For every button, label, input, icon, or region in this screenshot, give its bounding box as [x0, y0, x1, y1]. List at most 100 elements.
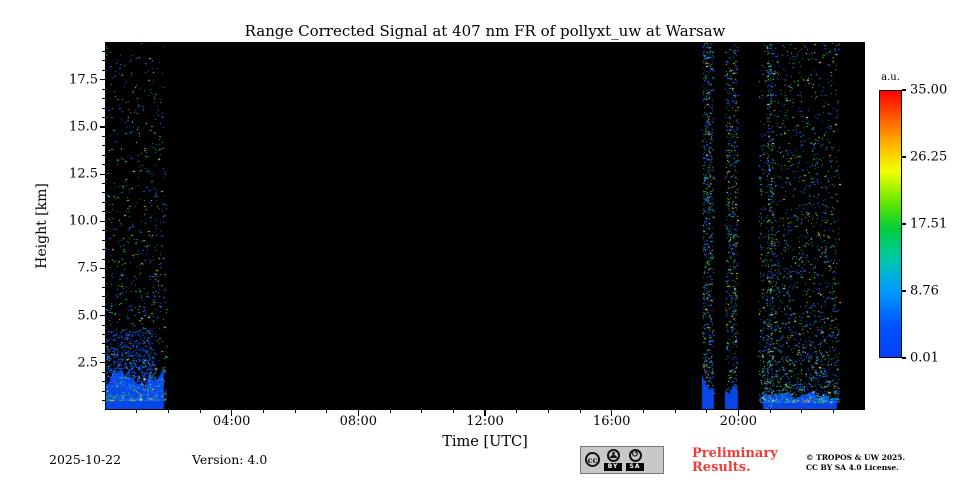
x-minor-tick [801, 410, 803, 413]
colorbar-tick-label: 0.01 [910, 350, 939, 366]
x-tick-label: 04:00 [212, 414, 251, 429]
y-minor-tick [102, 164, 105, 166]
y-minor-tick [102, 258, 105, 260]
x-tick-mark [737, 410, 739, 416]
cc-icon: cc [585, 452, 600, 467]
y-minor-tick [102, 154, 105, 156]
cc-icon-label: cc [587, 454, 598, 465]
y-minor-tick [102, 50, 105, 52]
y-tick-mark [99, 315, 105, 317]
x-minor-tick [167, 410, 169, 413]
sa-label: SA [626, 463, 644, 471]
y-tick-mark [99, 79, 105, 81]
x-minor-tick [674, 410, 676, 413]
x-tick-mark [484, 410, 486, 416]
colorbar-tick-mark [902, 89, 906, 91]
copyright-line-2: CC BY SA 4.0 License. [806, 462, 899, 472]
x-minor-tick [642, 410, 644, 413]
y-minor-tick [102, 249, 105, 251]
date-label: 2025-10-22 [49, 452, 122, 467]
x-tick-label: 16:00 [592, 414, 631, 429]
x-minor-tick [389, 410, 391, 413]
x-tick-label: 08:00 [339, 414, 378, 429]
colorbar [879, 90, 902, 358]
y-minor-tick [102, 69, 105, 71]
y-minor-tick [102, 211, 105, 213]
y-tick-label: 12.5 [69, 166, 98, 182]
copyright-note: © TROPOS & UW 2025. CC BY SA 4.0 License… [806, 453, 905, 472]
preliminary-line-1: Preliminary [692, 446, 778, 461]
x-minor-tick [769, 410, 771, 413]
colorbar-tick-mark [902, 357, 906, 359]
attribution-person-icon [606, 449, 620, 462]
y-minor-tick [102, 183, 105, 185]
y-tick-label: 10.0 [69, 213, 98, 229]
y-minor-tick [102, 352, 105, 354]
y-minor-tick [102, 381, 105, 383]
colorbar-tick-label: 8.76 [910, 283, 939, 299]
y-tick-mark [99, 126, 105, 128]
y-minor-tick [102, 286, 105, 288]
version-label: Version: 4.0 [192, 452, 268, 467]
x-axis-label: Time [UTC] [442, 434, 528, 450]
colorbar-tick-mark [902, 156, 906, 158]
y-axis-label: Height [km] [34, 183, 50, 269]
y-minor-tick [102, 390, 105, 392]
y-tick-label: 7.5 [77, 260, 98, 276]
colorbar-unit-label: a.u. [881, 72, 900, 83]
y-tick-label: 15.0 [69, 119, 98, 135]
x-minor-tick [452, 410, 454, 413]
colorbar-tick-mark [902, 223, 906, 225]
y-minor-tick [102, 107, 105, 109]
x-tick-label: 12:00 [466, 414, 504, 429]
y-tick-label: 17.5 [69, 72, 98, 88]
y-minor-tick [102, 201, 105, 203]
y-minor-tick [102, 145, 105, 147]
y-tick-label: 5.0 [77, 308, 98, 324]
cc-license-badge[interactable]: cc BY ↺ SA [580, 446, 664, 474]
y-minor-tick [102, 116, 105, 118]
x-minor-tick [516, 410, 518, 413]
y-tick-mark [99, 362, 105, 364]
y-minor-tick [102, 88, 105, 90]
y-minor-tick [102, 343, 105, 345]
colorbar-tick-label: 35.00 [910, 82, 948, 98]
y-minor-tick [102, 192, 105, 194]
y-minor-tick [102, 239, 105, 241]
copyright-line-1: © TROPOS & UW 2025. [806, 453, 906, 462]
colorbar-tick-label: 17.51 [910, 216, 948, 232]
y-minor-tick [102, 277, 105, 279]
x-minor-tick [199, 410, 201, 413]
y-minor-tick [102, 371, 105, 373]
y-tick-mark [99, 220, 105, 222]
preliminary-line-2: Results. [692, 460, 751, 475]
y-minor-tick [102, 230, 105, 232]
x-tick-mark [357, 410, 359, 416]
x-tick-mark [231, 410, 233, 416]
x-minor-tick [326, 410, 328, 413]
x-minor-tick [706, 410, 708, 413]
colorbar-tick-label: 26.25 [910, 149, 948, 165]
y-tick-mark [99, 267, 105, 270]
x-minor-tick [262, 410, 264, 413]
colorbar-tick-mark [902, 290, 906, 292]
y-minor-tick [102, 305, 105, 307]
x-minor-tick [547, 410, 549, 413]
x-tick-mark [611, 410, 613, 416]
x-minor-tick [832, 410, 834, 413]
by-label: BY [604, 463, 622, 471]
x-minor-tick [294, 410, 296, 413]
preliminary-note: Preliminary Results. [692, 447, 778, 475]
y-minor-tick [102, 400, 105, 402]
y-minor-tick [102, 60, 105, 62]
x-minor-tick [579, 410, 581, 413]
x-tick-label: 20:00 [719, 414, 758, 429]
heatmap-canvas [105, 42, 865, 410]
y-minor-tick [102, 334, 105, 335]
y-minor-tick [102, 324, 105, 326]
y-minor-tick [102, 135, 105, 137]
y-tick-mark [99, 173, 105, 175]
chart-title: Range Corrected Signal at 407 nm FR of p… [244, 22, 726, 40]
y-minor-tick [102, 296, 105, 298]
